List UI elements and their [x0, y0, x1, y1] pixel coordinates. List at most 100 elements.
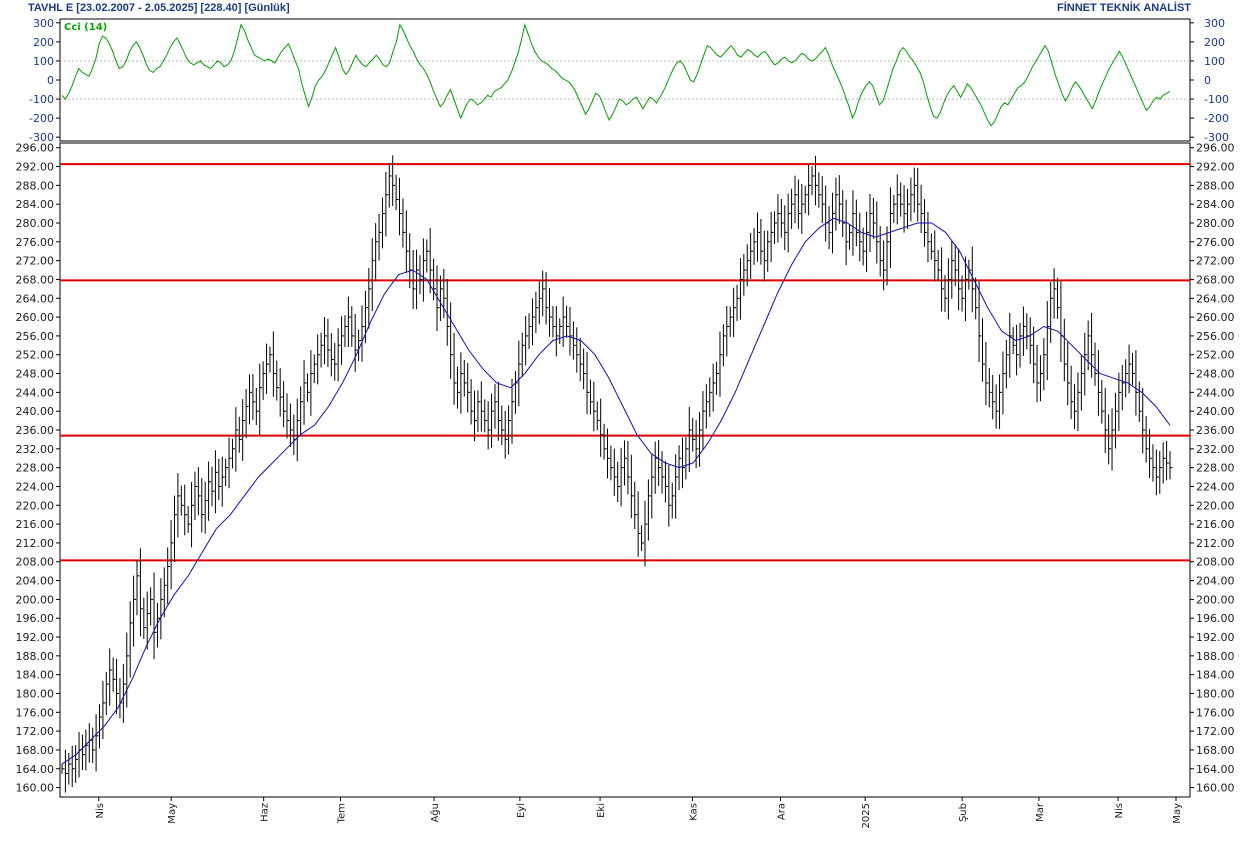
price-tick-label-left: 288.00 [16, 179, 55, 192]
cci-tick-label-left: 0 [47, 74, 54, 87]
moving-average-line [61, 217, 1171, 765]
price-tick-label-right: 192.00 [1196, 631, 1235, 644]
price-tick-label-left: 180.00 [16, 687, 55, 700]
price-tick-label-left: 244.00 [16, 386, 55, 399]
x-tick-label: May [1172, 803, 1183, 824]
brand-label: FİNNET TEKNİK ANALİST [1056, 2, 1191, 14]
price-tick-label-left: 276.00 [16, 236, 55, 249]
x-tick-label: Nis [1114, 803, 1125, 818]
price-tick-label-right: 276.00 [1196, 236, 1235, 249]
price-tick-label-left: 192.00 [16, 631, 55, 644]
cci-tick-label-left: 100 [33, 55, 54, 68]
x-tick-label: Şub [958, 803, 969, 822]
price-tick-label-left: 232.00 [16, 443, 55, 456]
price-tick-label-right: 248.00 [1196, 368, 1235, 381]
price-tick-label-right: 284.00 [1196, 198, 1235, 211]
x-tick-label: 2025 [861, 803, 872, 828]
price-tick-label-left: 268.00 [16, 273, 55, 286]
price-tick-label-right: 240.00 [1196, 405, 1235, 418]
price-tick-label-right: 164.00 [1196, 763, 1235, 776]
x-tick-label: Haz [260, 803, 271, 822]
cci-tick-label-right: -200 [1204, 112, 1229, 125]
price-tick-label-left: 196.00 [16, 612, 55, 625]
x-tick-label: Kas [689, 803, 700, 821]
price-tick-label-right: 260.00 [1196, 311, 1235, 324]
price-tick-label-right: 272.00 [1196, 255, 1235, 268]
price-tick-label-right: 236.00 [1196, 424, 1235, 437]
price-tick-label-left: 200.00 [16, 593, 55, 606]
chart-title: TAVHL E [23.02.2007 - 2.05.2025] [228.40… [28, 2, 290, 14]
price-tick-label-left: 280.00 [16, 217, 55, 230]
cci-title: Cci (14) [64, 22, 107, 33]
x-tick-label: Nis [95, 803, 106, 818]
price-tick-label-left: 228.00 [16, 462, 55, 475]
cci-line [61, 22, 1171, 127]
price-tick-label-right: 208.00 [1196, 556, 1235, 569]
cci-tick-label-right: -100 [1204, 93, 1229, 106]
price-tick-label-left: 220.00 [16, 499, 55, 512]
x-tick-label: Tem [337, 803, 348, 824]
cci-tick-label-left: 200 [33, 36, 54, 49]
price-tick-label-left: 172.00 [16, 725, 55, 738]
price-tick-label-left: 176.00 [16, 706, 55, 719]
price-tick-label-left: 272.00 [16, 255, 55, 268]
price-tick-label-right: 256.00 [1196, 330, 1235, 343]
price-tick-label-right: 296.00 [1196, 142, 1235, 155]
price-tick-label-left: 216.00 [16, 518, 55, 531]
price-tick-label-right: 200.00 [1196, 593, 1235, 606]
price-tick-label-right: 268.00 [1196, 273, 1235, 286]
price-tick-label-right: 244.00 [1196, 386, 1235, 399]
price-tick-label-right: 160.00 [1196, 782, 1235, 795]
price-tick-label-left: 164.00 [16, 763, 55, 776]
cci-tick-label-right: 0 [1204, 74, 1211, 87]
price-tick-label-left: 184.00 [16, 669, 55, 682]
x-tick-label: Ara [777, 803, 788, 820]
price-tick-label-right: 172.00 [1196, 725, 1235, 738]
price-tick-label-right: 252.00 [1196, 349, 1235, 362]
price-tick-label-right: 184.00 [1196, 669, 1235, 682]
price-tick-label-right: 232.00 [1196, 443, 1235, 456]
price-tick-label-left: 296.00 [16, 142, 55, 155]
price-tick-label-right: 216.00 [1196, 518, 1235, 531]
price-tick-label-left: 204.00 [16, 575, 55, 588]
price-tick-label-left: 284.00 [16, 198, 55, 211]
cci-frame [59, 18, 1191, 142]
price-tick-label-right: 176.00 [1196, 706, 1235, 719]
x-tick-label: Eyl [516, 803, 527, 818]
price-tick-label-right: 168.00 [1196, 744, 1235, 757]
price-panel: 296.00 296.00 292.00 292.00 288.00 288.00 284.… [16, 142, 1235, 829]
cci-tick-label-right: -300 [1204, 131, 1229, 144]
x-tick-label: May [167, 803, 178, 824]
x-tick-label: Mar [1035, 802, 1046, 822]
cci-tick-label-right: 200 [1204, 36, 1225, 49]
cci-tick-label-left: -200 [29, 112, 54, 125]
price-tick-label-right: 180.00 [1196, 687, 1235, 700]
price-tick-label-left: 212.00 [16, 537, 55, 550]
cci-tick-label-right: 300 [1204, 17, 1225, 30]
cci-tick-label-right: 100 [1204, 55, 1225, 68]
x-tick-label: Eki [596, 803, 607, 818]
x-tick-label: Ağu [429, 803, 441, 823]
price-tick-label-right: 228.00 [1196, 462, 1235, 475]
price-tick-label-left: 252.00 [16, 349, 55, 362]
price-tick-label-right: 196.00 [1196, 612, 1235, 625]
price-tick-label-left: 224.00 [16, 480, 55, 493]
cci-panel: 300 300 200 200 100 100 0 0 -100 -100 -200 -200 -300… [29, 17, 1229, 144]
cci-tick-label-left: 300 [33, 17, 54, 30]
price-tick-label-right: 188.00 [1196, 650, 1235, 663]
price-tick-label-left: 188.00 [16, 650, 55, 663]
price-tick-label-left: 236.00 [16, 424, 55, 437]
price-tick-label-right: 220.00 [1196, 499, 1235, 512]
price-tick-label-right: 288.00 [1196, 179, 1235, 192]
price-tick-label-right: 264.00 [1196, 292, 1235, 305]
price-tick-label-left: 248.00 [16, 368, 55, 381]
price-tick-label-left: 256.00 [16, 330, 55, 343]
price-tick-label-left: 292.00 [16, 161, 55, 174]
cci-tick-label-left: -100 [29, 93, 54, 106]
price-tick-label-left: 264.00 [16, 292, 55, 305]
price-tick-label-left: 240.00 [16, 405, 55, 418]
cci-tick-label-left: -300 [29, 131, 54, 144]
price-tick-label-right: 212.00 [1196, 537, 1235, 550]
price-tick-label-left: 160.00 [16, 782, 55, 795]
